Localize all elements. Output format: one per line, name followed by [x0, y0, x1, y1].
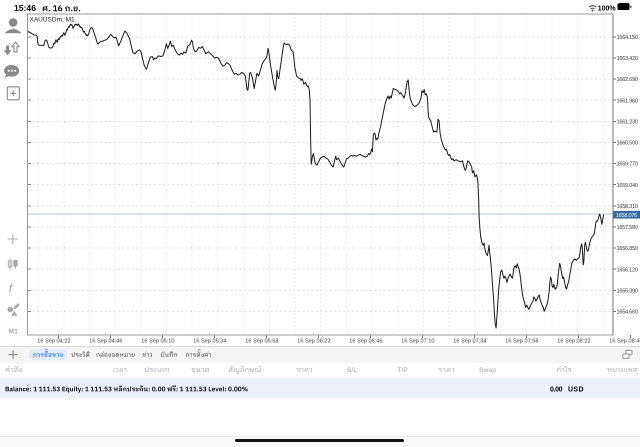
svg-text:16 Sep 05:34: 16 Sep 05:34: [193, 338, 226, 344]
svg-text:16 Sep 06:22: 16 Sep 06:22: [297, 338, 330, 344]
svg-text:16 Sep 08:46: 16 Sep 08:46: [609, 338, 640, 344]
svg-text:1657.580: 1657.580: [617, 225, 639, 231]
svg-text:f: f: [9, 281, 14, 295]
svg-text:1658.076: 1658.076: [616, 213, 638, 219]
svg-text:100%: 100%: [598, 5, 617, 12]
svg-text:T/P: T/P: [397, 367, 408, 374]
svg-text:16 Sep 07:34: 16 Sep 07:34: [453, 338, 486, 344]
svg-text:1654.660: 1654.660: [617, 310, 639, 316]
svg-text:1663.420: 1663.420: [617, 56, 639, 62]
svg-text:16 Sep 05:58: 16 Sep 05:58: [245, 338, 278, 344]
svg-text:1660.500: 1660.500: [617, 141, 639, 147]
svg-text:16 Sep 07:10: 16 Sep 07:10: [401, 338, 434, 344]
svg-text:1659.040: 1659.040: [617, 183, 639, 189]
svg-text:1662.690: 1662.690: [617, 77, 639, 83]
svg-text:1656.850: 1656.850: [617, 246, 639, 252]
svg-text:S/L: S/L: [347, 367, 357, 374]
svg-text:1661.960: 1661.960: [617, 98, 639, 104]
svg-text:16 Sep 08:22: 16 Sep 08:22: [557, 338, 590, 344]
svg-text:1664.150: 1664.150: [617, 35, 639, 41]
svg-text:1661.230: 1661.230: [617, 119, 639, 125]
svg-text:16 Sep 06:46: 16 Sep 06:46: [349, 338, 382, 344]
svg-text:15:46: 15:46: [14, 3, 36, 13]
svg-text:1658.310: 1658.310: [617, 204, 639, 210]
svg-text:16 Sep 04:22: 16 Sep 04:22: [37, 338, 70, 344]
svg-text:1656.120: 1656.120: [617, 267, 639, 273]
svg-text:16 Sep 05:10: 16 Sep 05:10: [141, 338, 174, 344]
svg-text:16 Sep 07:58: 16 Sep 07:58: [505, 338, 538, 344]
svg-text:XAUUSDm, M1: XAUUSDm, M1: [30, 16, 76, 23]
svg-text:Swap: Swap: [479, 367, 496, 374]
svg-text:USD: USD: [568, 386, 584, 393]
svg-text:0.00: 0.00: [550, 386, 563, 393]
svg-text:1655.390: 1655.390: [617, 288, 639, 294]
svg-text:16 Sep 04:46: 16 Sep 04:46: [89, 338, 122, 344]
svg-text:1659.770: 1659.770: [617, 162, 639, 168]
svg-text:M1: M1: [9, 329, 19, 336]
